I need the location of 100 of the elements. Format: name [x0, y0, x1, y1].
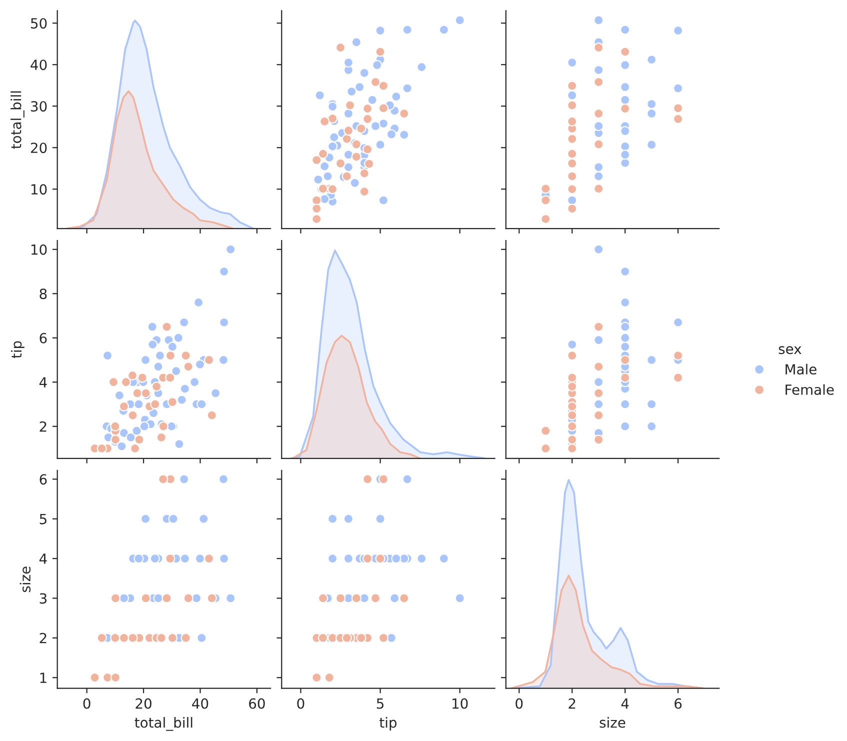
point	[313, 174, 324, 185]
point	[594, 184, 604, 194]
point	[372, 60, 382, 70]
point	[343, 553, 354, 564]
point	[594, 362, 604, 372]
point	[127, 370, 138, 381]
x-tick-label: 20	[136, 698, 152, 709]
point	[378, 103, 389, 114]
point	[567, 350, 578, 361]
point	[646, 54, 657, 65]
point	[454, 15, 465, 26]
point	[351, 593, 362, 604]
point	[672, 103, 684, 114]
point	[148, 339, 158, 350]
point	[567, 381, 578, 392]
point	[540, 443, 551, 454]
point	[198, 514, 209, 524]
point	[594, 77, 604, 88]
point	[375, 140, 386, 150]
point	[354, 82, 365, 92]
point	[180, 350, 191, 361]
point	[110, 421, 120, 432]
point	[346, 86, 357, 97]
point	[620, 46, 630, 57]
point	[594, 377, 604, 388]
point	[312, 155, 322, 166]
point	[167, 632, 178, 643]
point	[416, 62, 427, 72]
point	[370, 593, 381, 604]
y-tick-label: 2	[40, 421, 46, 432]
point	[594, 64, 604, 76]
point	[567, 443, 578, 454]
point	[167, 396, 178, 408]
point	[218, 553, 230, 564]
point	[620, 421, 630, 432]
point	[362, 474, 373, 484]
y-axis-title: tip	[10, 341, 24, 358]
point	[646, 421, 657, 432]
y-tick-label: 10	[31, 184, 47, 195]
point	[620, 332, 630, 343]
point	[344, 100, 356, 110]
point	[594, 335, 604, 346]
point	[594, 244, 604, 254]
point	[320, 116, 330, 127]
point	[314, 90, 325, 100]
point	[620, 266, 630, 277]
point	[342, 171, 352, 182]
point	[158, 474, 168, 484]
y-tick-label: 1	[40, 672, 46, 683]
point	[350, 178, 360, 188]
point	[620, 150, 630, 160]
point	[567, 184, 578, 194]
point	[438, 553, 449, 564]
point	[594, 322, 604, 332]
point	[153, 362, 164, 372]
point	[402, 83, 412, 94]
point	[128, 632, 138, 643]
point	[594, 410, 604, 420]
y-axis-title: total_bill	[10, 91, 24, 149]
point	[567, 421, 578, 432]
point	[139, 421, 150, 432]
point	[190, 377, 200, 388]
point	[567, 100, 578, 110]
point	[327, 141, 338, 152]
point	[140, 593, 151, 604]
point	[165, 553, 176, 564]
point	[390, 593, 400, 604]
point	[196, 632, 207, 643]
point	[137, 372, 148, 383]
point	[327, 101, 338, 112]
point	[594, 399, 604, 410]
x-tick-label: 40	[192, 698, 208, 709]
point	[318, 148, 328, 159]
point	[359, 168, 370, 178]
point	[567, 372, 578, 383]
x-tick-label: 5	[376, 698, 384, 709]
point	[179, 474, 190, 484]
point	[218, 354, 229, 366]
point	[362, 144, 373, 154]
point	[210, 388, 221, 398]
point	[165, 350, 176, 361]
point	[140, 514, 151, 524]
point	[362, 104, 373, 114]
point	[620, 24, 630, 35]
point	[118, 401, 130, 412]
x-tick-label: 6	[674, 698, 682, 709]
point	[594, 171, 604, 182]
x-tick-label: 0	[516, 698, 523, 709]
point	[367, 94, 378, 105]
point	[167, 342, 178, 352]
point	[567, 116, 578, 127]
x-tick-label: 60	[249, 698, 265, 709]
legend-label: Male	[786, 364, 816, 375]
point	[362, 553, 373, 564]
y-tick-label: 8	[40, 288, 47, 300]
y-tick-label: 2	[40, 632, 46, 644]
point	[226, 244, 236, 254]
point	[594, 388, 604, 398]
point	[375, 553, 386, 564]
point	[375, 26, 386, 36]
